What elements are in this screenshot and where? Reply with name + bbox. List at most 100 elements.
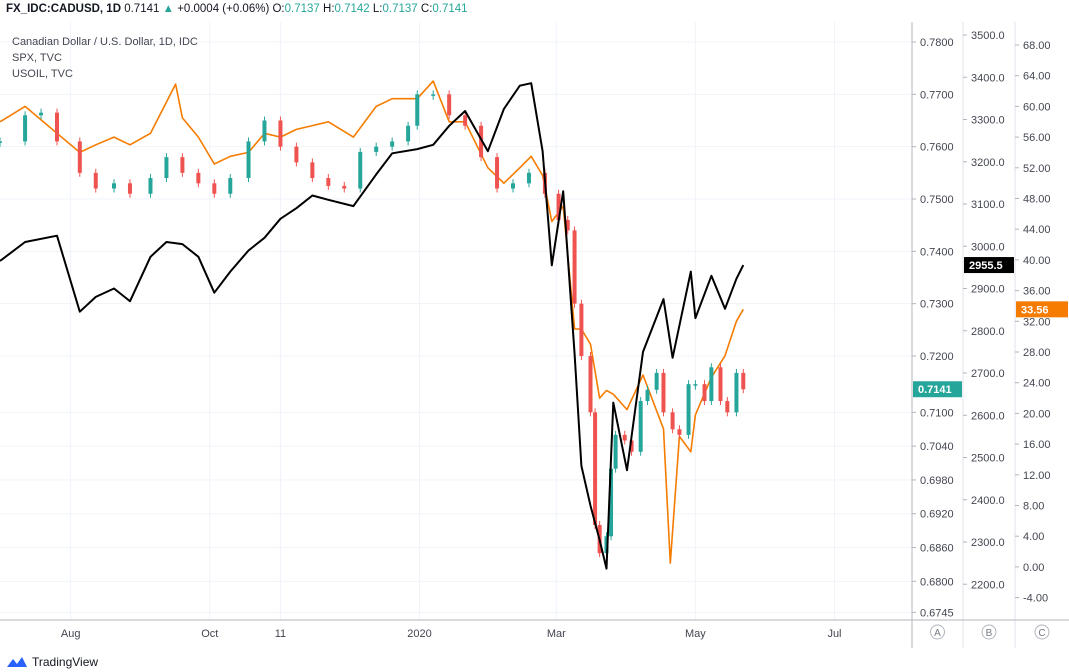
candle-body [342, 185, 347, 189]
candle-body [112, 183, 116, 189]
candle-body [93, 172, 98, 189]
y-tick-label: 3400.0 [971, 72, 1005, 84]
candle-body [579, 303, 584, 356]
open-value: 0.7137 [284, 3, 320, 15]
last-value-label: 2955.5 [969, 260, 1003, 272]
y-tick-label: 2900.0 [971, 284, 1005, 296]
axis-id-badge [1034, 624, 1050, 640]
y-tick-label: 3300.0 [971, 115, 1005, 127]
candle-body [463, 115, 468, 126]
axis-id-letter: A [934, 628, 941, 639]
y-tick-label: 56.00 [1023, 132, 1051, 144]
y-tick-label: 68.00 [1023, 40, 1051, 52]
last-price: 0.7141 [124, 3, 160, 15]
y-tick-label: 60.00 [1023, 101, 1051, 113]
candle-body [526, 172, 531, 184]
candle-body [23, 115, 28, 142]
candle-body [622, 434, 627, 441]
legend-usoil[interactable]: USOIL, TVC [12, 68, 73, 80]
symbol-name[interactable]: FX_IDC:CADUSD, 1D [6, 3, 122, 15]
candle-body [415, 94, 420, 126]
x-tick-label: May [685, 628, 706, 640]
y-tick-label: 48.00 [1023, 194, 1051, 206]
y-tick-label: 0.7100 [920, 407, 954, 419]
candle-body [228, 178, 233, 194]
high-label: H: [323, 3, 335, 15]
y-tick-label: 0.6920 [920, 509, 954, 521]
x-tick-label: Jul [827, 628, 841, 640]
y-tick-label: 3000.0 [971, 241, 1005, 253]
candle-body [77, 141, 82, 173]
x-tick-label: 11 [275, 628, 286, 640]
y-tick-label: 0.7200 [920, 351, 954, 363]
y-tick-label: 0.7600 [920, 142, 954, 154]
symbol-header: FX_IDC:CADUSD, 1D 0.7141 ▲ +0.0004 (+0.0… [6, 3, 468, 15]
y-tick-label: 52.00 [1023, 163, 1051, 175]
y-tick-label: 44.00 [1023, 224, 1051, 236]
candle-body [661, 372, 666, 413]
axis-id-letter: B [986, 628, 993, 639]
y-tick-label: 8.00 [1023, 501, 1044, 513]
candle-body [702, 384, 707, 402]
candle-body [447, 94, 452, 116]
close-value: 0.7141 [432, 3, 468, 15]
candle-body [326, 178, 331, 186]
y-tick-label: 12.00 [1023, 470, 1051, 482]
y-tick-label: 0.7040 [920, 441, 954, 453]
x-tick-label: Aug [61, 628, 81, 640]
candle-body [479, 125, 484, 158]
y-tick-label: 40.00 [1023, 255, 1051, 267]
y-tick-label: 0.7700 [920, 89, 954, 101]
last-value-badge [964, 257, 1014, 274]
candle-body [565, 219, 570, 231]
axis-id-badge [981, 624, 997, 640]
candle-body [164, 157, 169, 179]
y-tick-label: 0.6980 [920, 475, 954, 487]
candle-body [588, 355, 593, 413]
low-label: L: [372, 3, 383, 15]
y-tick-label: 0.6800 [920, 576, 954, 588]
tradingview-branding[interactable]: TradingView [6, 655, 98, 669]
y-tick-label: 64.00 [1023, 71, 1051, 83]
candle-body [294, 146, 299, 163]
x-tick-label: Oct [201, 628, 218, 640]
y-tick-label: 2500.0 [971, 453, 1005, 465]
candle-body [556, 193, 561, 220]
candle-body [246, 141, 251, 179]
series-line-spx [0, 82, 745, 570]
change-arrow: ▲ [162, 3, 174, 15]
candle-body [495, 157, 500, 189]
last-value-label: 33.56 [1021, 304, 1049, 316]
candle-body [358, 151, 363, 189]
candle-body [39, 112, 44, 116]
y-tick-label: 0.7400 [920, 246, 954, 258]
y-tick-label: 20.00 [1023, 408, 1051, 420]
candle-body [670, 412, 675, 430]
x-tick-label: Mar [547, 628, 566, 640]
axis-id-badge [930, 624, 945, 640]
legend-main-series[interactable]: Canadian Dollar / U.S. Dollar, 1D, IDC [12, 36, 198, 48]
candle-body [431, 94, 436, 96]
y-tick-label: 32.00 [1023, 316, 1051, 328]
tradingview-logo-icon [7, 657, 27, 667]
legend-spx[interactable]: SPX, TVC [12, 52, 62, 64]
y-tick-label: 4.00 [1023, 531, 1044, 543]
last-value-badge [913, 381, 962, 398]
y-tick-label: 2800.0 [971, 326, 1005, 338]
candle-body [196, 172, 201, 184]
y-tick-label: -4.00 [1023, 593, 1048, 605]
y-tick-label: 0.7300 [920, 299, 954, 311]
candle-body [725, 401, 730, 413]
candle-body [709, 367, 714, 402]
last-value-badge [1016, 301, 1068, 318]
y-tick-label: 28.00 [1023, 347, 1051, 359]
candle-body [374, 146, 379, 152]
last-value-label: 0.7141 [918, 384, 952, 396]
candle-body [310, 162, 315, 179]
candle-body [0, 141, 2, 143]
candle-body [572, 230, 577, 304]
candle-body [609, 468, 614, 537]
price-change: +0.0004 (+0.06%) [177, 3, 270, 15]
y-tick-label: 2300.0 [971, 537, 1005, 549]
